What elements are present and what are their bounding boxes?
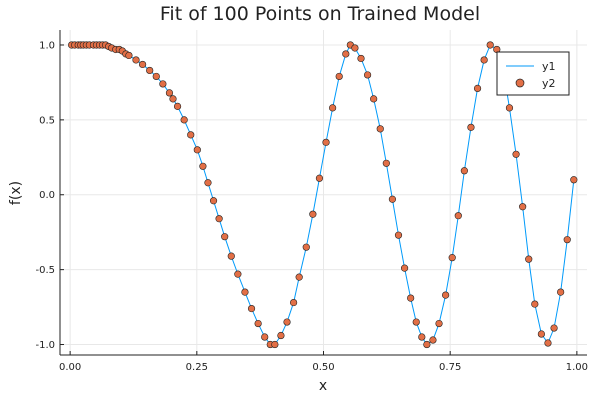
data-point	[254, 319, 262, 328]
data-point	[342, 50, 350, 58]
data-point	[125, 51, 133, 60]
data-point	[388, 195, 397, 203]
data-point	[204, 179, 212, 187]
data-point	[180, 116, 188, 124]
data-point	[247, 304, 256, 313]
data-point	[531, 300, 539, 308]
data-point	[412, 318, 420, 326]
data-point	[271, 340, 279, 349]
data-point	[429, 336, 437, 344]
data-point	[165, 89, 174, 97]
data-point	[394, 231, 403, 239]
y-tick-label: -1.0	[35, 340, 55, 351]
data-point	[376, 125, 384, 133]
gridlines	[60, 30, 587, 355]
data-point	[234, 270, 242, 278]
y-tick-label: -0.5	[35, 265, 55, 276]
data-point	[519, 203, 527, 211]
data-point	[370, 95, 378, 103]
data-point	[169, 95, 177, 103]
data-point	[512, 150, 520, 158]
data-point	[132, 56, 140, 64]
data-point	[315, 174, 324, 182]
data-point	[400, 264, 409, 272]
data-point	[442, 291, 450, 299]
series-points-y2	[68, 41, 578, 349]
data-point	[537, 330, 545, 338]
data-point	[173, 102, 182, 110]
data-point	[357, 54, 365, 63]
data-point	[448, 254, 456, 262]
data-point	[486, 41, 494, 49]
data-point	[152, 72, 160, 81]
data-point	[199, 162, 207, 170]
data-point	[329, 104, 337, 112]
data-point	[290, 298, 298, 307]
data-point	[295, 273, 303, 281]
legend-box	[496, 51, 570, 96]
y-tick-label: 1.0	[39, 40, 55, 51]
data-point	[351, 44, 359, 52]
data-point	[563, 236, 571, 244]
data-point	[139, 60, 147, 69]
data-point	[544, 339, 552, 347]
data-point	[363, 71, 372, 79]
plot-area	[68, 41, 578, 349]
x-ticks: 0.00 0.25 0.50 0.75 1.00	[59, 351, 588, 373]
data-point	[146, 66, 154, 75]
x-tick-label: 0.00	[59, 362, 81, 373]
data-point	[382, 159, 390, 167]
data-point	[309, 210, 317, 218]
data-point	[407, 294, 415, 302]
x-tick-label: 1.00	[566, 362, 588, 373]
legend-label-y1: y1	[542, 60, 556, 73]
y-ticks: -1.0 -0.5 0.0 0.5 1.0	[35, 40, 64, 351]
legend-marker-swatch	[515, 78, 525, 88]
data-point	[335, 72, 343, 81]
data-point	[283, 318, 291, 326]
legend: y1 y2	[496, 51, 570, 96]
data-point	[193, 146, 201, 154]
data-point	[454, 212, 462, 220]
y-tick-label: 0.5	[39, 115, 55, 126]
x-tick-label: 0.75	[439, 362, 461, 373]
data-point	[525, 255, 533, 263]
data-point	[215, 215, 223, 223]
data-point	[570, 176, 578, 184]
data-point	[480, 56, 488, 64]
data-point	[187, 131, 195, 139]
data-point	[227, 252, 235, 260]
x-axis-label: x	[319, 378, 327, 394]
data-point	[261, 333, 269, 341]
data-point	[418, 333, 426, 341]
data-point	[557, 288, 565, 296]
data-point	[209, 197, 218, 205]
data-point	[322, 138, 330, 146]
data-point	[550, 324, 558, 332]
data-point	[277, 331, 285, 340]
data-point	[505, 104, 514, 112]
data-point	[467, 123, 475, 131]
data-point	[241, 288, 249, 296]
data-point	[435, 319, 443, 328]
x-tick-label: 0.50	[312, 362, 334, 373]
data-point	[302, 243, 310, 251]
data-point	[159, 80, 167, 88]
data-point	[221, 233, 229, 241]
chart-title: Fit of 100 Points on Trained Model	[160, 3, 480, 25]
y-tick-label: 0.0	[39, 190, 55, 201]
y-axis-label: f(x)	[8, 181, 24, 205]
data-point	[423, 340, 431, 349]
legend-label-y2: y2	[542, 77, 556, 90]
x-tick-label: 0.25	[186, 362, 208, 373]
data-point	[460, 167, 468, 175]
data-point	[473, 84, 482, 93]
